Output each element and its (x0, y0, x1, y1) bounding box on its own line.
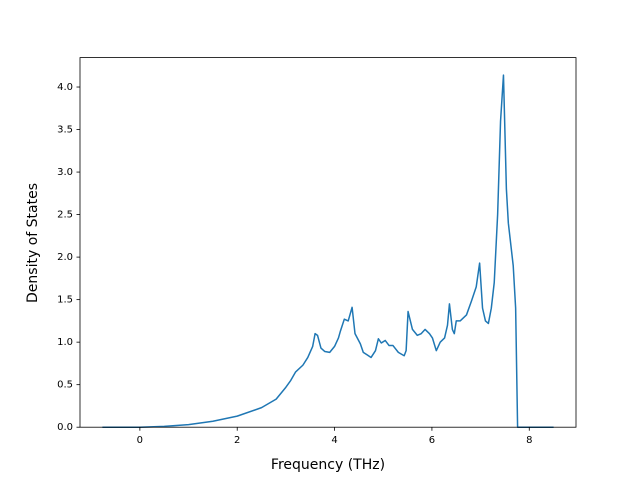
y-tick-label: 3.0 (57, 167, 73, 178)
plot-frame (79, 57, 577, 428)
x-tick-label: 0 (137, 435, 143, 446)
y-tick-label: 0.0 (57, 422, 73, 433)
y-tick-label: 1.5 (57, 295, 73, 306)
x-tick-label: 2 (234, 435, 240, 446)
y-tick-label: 3.5 (57, 125, 73, 136)
x-axis-label: Frequency (THz) (271, 457, 385, 473)
y-tick-label: 4.0 (57, 82, 73, 93)
x-tick-label: 4 (331, 435, 337, 446)
x-tick-label: 8 (526, 435, 532, 446)
x-tick-label: 6 (429, 435, 435, 446)
y-tick-label: 2.0 (57, 252, 73, 263)
y-axis-label: Density of States (25, 183, 41, 303)
y-tick-label: 1.0 (57, 337, 73, 348)
line-series (102, 74, 554, 428)
y-tick-label: 0.5 (57, 380, 73, 391)
y-tick-label: 2.5 (57, 210, 73, 221)
